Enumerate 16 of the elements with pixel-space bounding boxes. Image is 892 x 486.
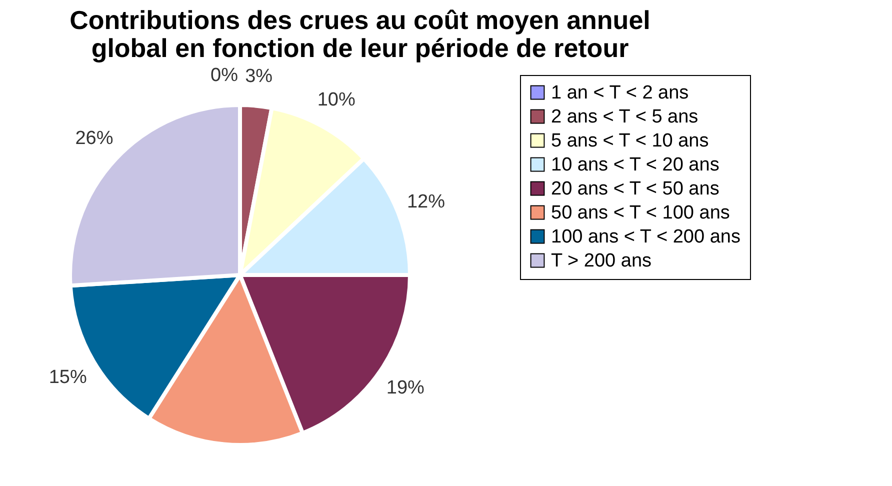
legend-label: T > 200 ans: [551, 250, 652, 272]
legend-label: 5 ans < T < 10 ans: [551, 130, 709, 152]
legend-label: 100 ans < T < 200 ans: [551, 226, 740, 248]
data-label: 15%: [48, 366, 87, 388]
text: 0%: [210, 65, 238, 86]
data-label: 19%: [386, 377, 425, 398]
data-label: 12%: [406, 191, 446, 212]
data-label: 10%: [317, 90, 356, 111]
legend-label: 1 an < T < 2 ans: [551, 82, 689, 104]
legend-label: 50 ans < T < 100 ans: [551, 202, 730, 224]
legend-label: 2 ans < T < 5 ans: [551, 106, 698, 128]
data-label: 26%: [75, 128, 114, 150]
data-label: 3%: [245, 66, 273, 87]
legend-label: 20 ans < T < 50 ans: [551, 178, 720, 200]
legend-label: 10 ans < T < 20 ans: [551, 154, 720, 176]
chart-title: Contributions des crues au coût moyen annuel global en fonction de leur période de retour: [70, 5, 650, 63]
